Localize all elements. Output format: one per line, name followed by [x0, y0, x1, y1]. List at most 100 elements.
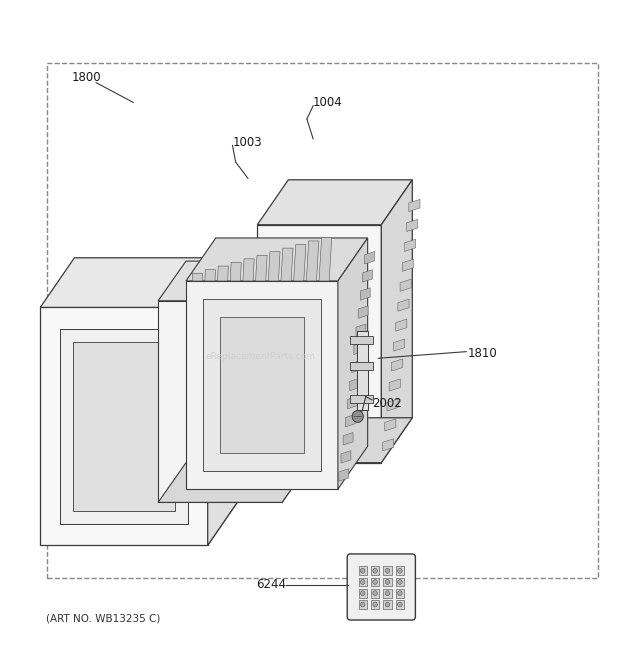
Polygon shape: [394, 339, 405, 351]
Text: eReplacementParts.com: eReplacementParts.com: [205, 352, 316, 362]
Circle shape: [397, 580, 402, 584]
Circle shape: [385, 568, 390, 573]
Polygon shape: [40, 307, 208, 545]
Polygon shape: [356, 324, 366, 336]
Polygon shape: [319, 237, 332, 281]
Polygon shape: [158, 261, 310, 301]
Polygon shape: [294, 245, 306, 281]
Bar: [383, 566, 392, 575]
Polygon shape: [158, 301, 282, 502]
Circle shape: [360, 568, 365, 573]
Polygon shape: [203, 299, 321, 471]
Polygon shape: [192, 273, 203, 281]
Polygon shape: [354, 342, 364, 354]
Polygon shape: [186, 238, 368, 281]
Polygon shape: [257, 418, 412, 463]
Bar: [371, 578, 379, 586]
Circle shape: [373, 602, 378, 607]
Circle shape: [360, 580, 365, 584]
Polygon shape: [205, 270, 215, 281]
Circle shape: [385, 580, 390, 584]
Polygon shape: [352, 360, 361, 373]
Polygon shape: [281, 248, 293, 281]
Text: 6244: 6244: [257, 578, 286, 592]
Polygon shape: [404, 239, 415, 251]
Text: 1003: 1003: [232, 136, 262, 149]
Text: 1004: 1004: [313, 96, 343, 109]
Polygon shape: [60, 329, 188, 524]
Polygon shape: [381, 180, 412, 463]
Polygon shape: [387, 399, 398, 411]
Polygon shape: [360, 288, 370, 300]
Bar: [358, 566, 366, 575]
Polygon shape: [40, 496, 242, 545]
Bar: [396, 600, 404, 609]
Polygon shape: [363, 270, 373, 282]
Circle shape: [385, 591, 390, 596]
Polygon shape: [358, 306, 368, 319]
Polygon shape: [347, 397, 357, 408]
Circle shape: [397, 568, 402, 573]
Circle shape: [397, 602, 402, 607]
Polygon shape: [230, 262, 241, 281]
Bar: [358, 589, 366, 598]
Circle shape: [373, 591, 378, 596]
Polygon shape: [268, 252, 280, 281]
Text: 2002: 2002: [372, 397, 402, 410]
Polygon shape: [350, 336, 373, 344]
Polygon shape: [40, 258, 242, 307]
Polygon shape: [73, 342, 175, 511]
Bar: [383, 589, 392, 598]
Text: 1810: 1810: [468, 347, 498, 360]
Polygon shape: [343, 432, 353, 445]
Bar: [358, 578, 366, 586]
Circle shape: [385, 602, 390, 607]
Polygon shape: [365, 252, 374, 264]
Polygon shape: [218, 266, 228, 281]
Circle shape: [397, 591, 402, 596]
Polygon shape: [158, 463, 310, 502]
Circle shape: [373, 580, 378, 584]
Bar: [383, 600, 392, 609]
Bar: [383, 578, 392, 586]
Polygon shape: [350, 395, 373, 403]
Polygon shape: [341, 451, 351, 463]
Bar: [371, 566, 379, 575]
Polygon shape: [402, 259, 414, 272]
Polygon shape: [407, 219, 418, 231]
Polygon shape: [356, 330, 368, 410]
Polygon shape: [255, 255, 267, 281]
Polygon shape: [186, 281, 338, 489]
Polygon shape: [391, 359, 402, 371]
Polygon shape: [282, 261, 310, 502]
Polygon shape: [396, 319, 407, 331]
Polygon shape: [383, 439, 394, 451]
Circle shape: [373, 568, 378, 573]
Polygon shape: [208, 258, 242, 545]
Polygon shape: [220, 317, 304, 453]
Polygon shape: [350, 378, 360, 391]
Text: 1800: 1800: [71, 71, 101, 85]
Polygon shape: [345, 414, 355, 427]
Polygon shape: [257, 225, 381, 463]
Polygon shape: [306, 241, 319, 281]
Bar: [358, 600, 366, 609]
Bar: [396, 566, 404, 575]
Text: (ART NO. WB13235 C): (ART NO. WB13235 C): [46, 613, 161, 623]
Polygon shape: [385, 419, 396, 431]
Circle shape: [360, 602, 365, 607]
Polygon shape: [257, 180, 412, 225]
Polygon shape: [338, 238, 368, 489]
Polygon shape: [400, 279, 411, 292]
Polygon shape: [339, 469, 349, 481]
Circle shape: [360, 591, 365, 596]
Polygon shape: [398, 299, 409, 311]
FancyBboxPatch shape: [347, 554, 415, 620]
Polygon shape: [243, 259, 254, 281]
Polygon shape: [409, 200, 420, 212]
Circle shape: [352, 410, 363, 422]
Bar: [371, 589, 379, 598]
Polygon shape: [350, 362, 373, 370]
Bar: [371, 600, 379, 609]
Polygon shape: [389, 379, 401, 391]
